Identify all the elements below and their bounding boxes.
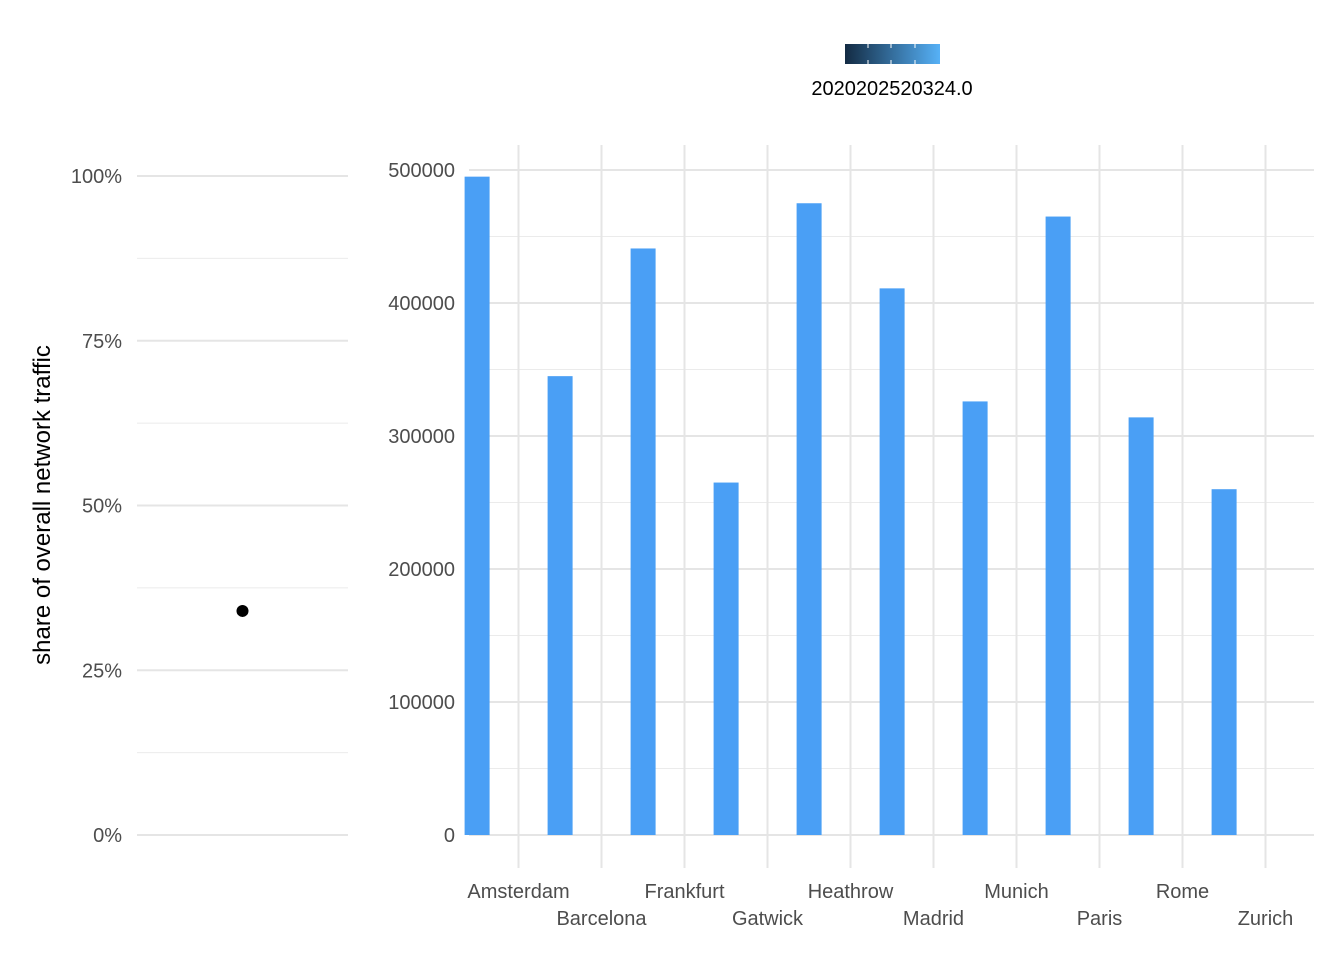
right-x-axis: Amsterdam Barcelona Frankfurt GatwickHeathr… <box>467 881 1293 930</box>
bar-frankfurt <box>630 248 656 836</box>
bar-paris <box>1045 216 1071 836</box>
x-tick-label: Frankfurt <box>644 881 724 903</box>
left-y-tick-label: 100% <box>71 166 122 188</box>
legend-labels: 2020202520324.0 <box>811 78 972 100</box>
right-y-axis: 0 100000 200000 300000 400000 500000 <box>388 160 455 847</box>
x-tick-label: Rome <box>1156 881 1209 903</box>
right-y-tick-label: 200000 <box>388 559 455 581</box>
left-points <box>236 604 249 617</box>
legend: 2020202520324.0 <box>811 44 973 100</box>
x-tick-label: Paris <box>1077 908 1123 930</box>
legend-colorbar-ticks <box>867 44 916 64</box>
right-y-tick-label: 300000 <box>388 426 455 448</box>
left-y-tick-label: 75% <box>82 331 122 353</box>
bar-heathrow <box>796 203 822 835</box>
bar-amsterdam <box>464 176 490 835</box>
x-tick-label: Zurich <box>1238 908 1294 930</box>
bar-gatwick <box>713 482 739 835</box>
left-y-axis: 0% 25% 50% 75% 100% <box>71 166 122 847</box>
bars <box>464 176 1237 836</box>
bar-rome <box>1128 417 1154 835</box>
legend-colorbar <box>845 44 940 64</box>
right-y-tick-label: 400000 <box>388 293 455 315</box>
bar-zurich <box>1211 489 1237 835</box>
right-y-tick-label: 100000 <box>388 692 455 714</box>
x-tick-label: Barcelona <box>556 908 647 930</box>
right-panel: 0 100000 200000 300000 400000 500000 Amsterda… <box>388 145 1314 930</box>
x-tick-label: Madrid <box>903 908 964 930</box>
data-point <box>236 604 249 617</box>
right-y-tick-label: 500000 <box>388 160 455 182</box>
left-y-tick-label: 25% <box>82 660 122 682</box>
bar-barcelona <box>547 376 573 835</box>
left-y-axis-title: share of overall network traffic <box>29 345 56 665</box>
left-y-tick-label: 50% <box>82 496 122 518</box>
left-gridlines <box>137 175 348 836</box>
bar-munich <box>962 401 988 835</box>
right-y-tick-label: 0 <box>444 825 455 847</box>
x-tick-label: Amsterdam <box>467 881 569 903</box>
bar-madrid <box>879 288 905 835</box>
left-y-tick-label: 0% <box>93 825 122 847</box>
x-tick-label: Heathrow <box>808 881 894 903</box>
left-panel: 0% 25% 50% 75% 100% share of overall network… <box>29 166 348 847</box>
x-tick-label: Gatwick <box>732 908 804 930</box>
x-tick-label: Munich <box>984 881 1048 903</box>
